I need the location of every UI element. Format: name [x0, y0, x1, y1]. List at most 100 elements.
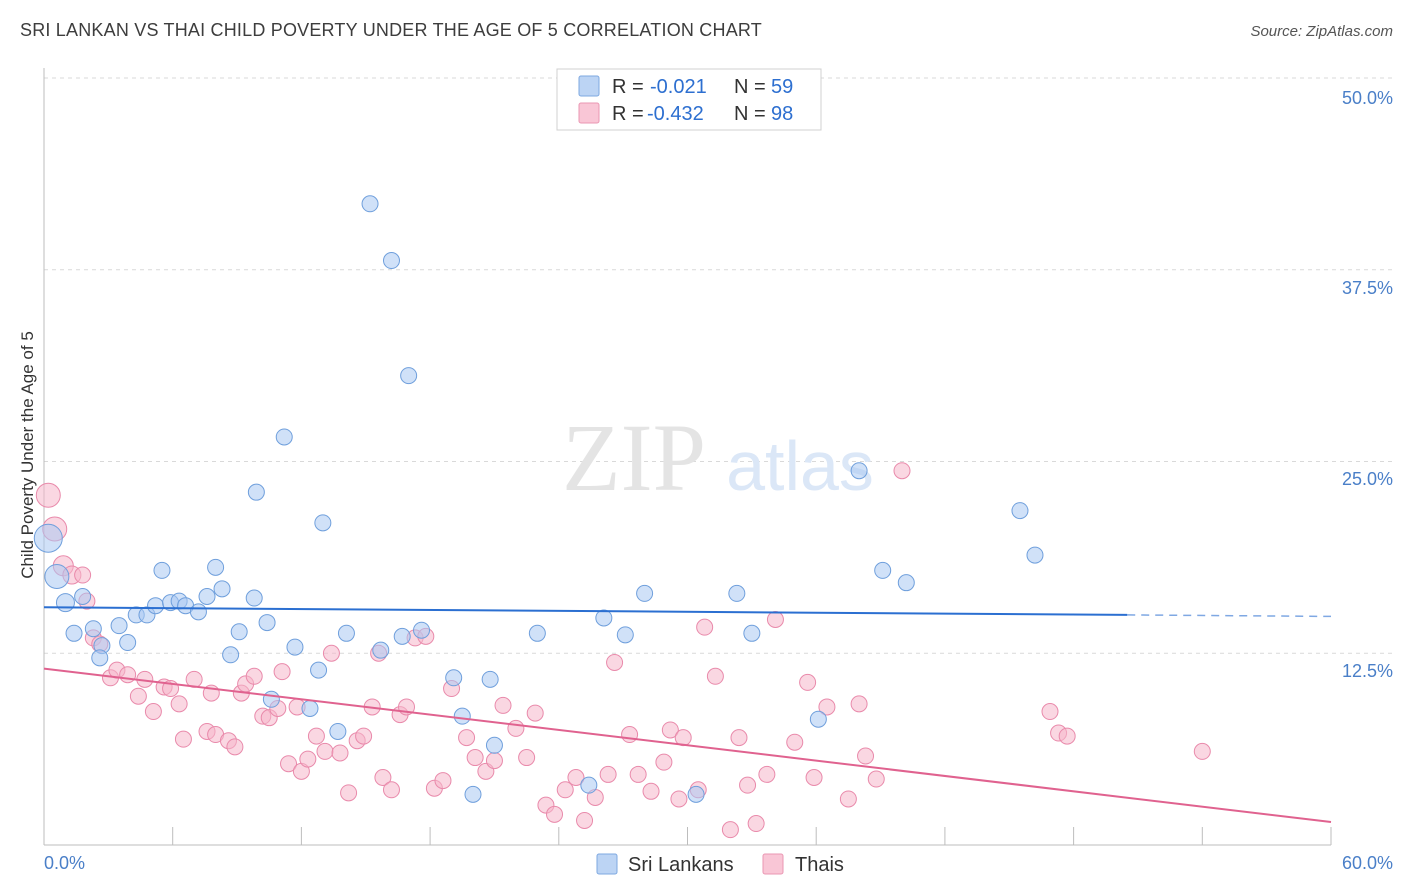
sri-lankan-point	[207, 558, 225, 576]
gridlines	[44, 77, 1393, 654]
thai-point	[458, 729, 476, 747]
sri-lankan-point	[636, 584, 654, 602]
sri-lankan-point	[91, 649, 109, 667]
legend-n-label: N =	[734, 103, 766, 125]
thai-point	[546, 805, 564, 823]
sri-lankan-point	[1026, 546, 1044, 564]
thai-point	[434, 772, 452, 790]
sri-lankan-point	[372, 641, 390, 659]
sri-lankan-point	[310, 661, 328, 679]
thai-point	[621, 726, 639, 744]
sri-lankan-point	[361, 195, 379, 213]
legend-n-sri-lankans: 59	[771, 76, 793, 98]
thai-point	[766, 611, 784, 629]
thai-point	[280, 755, 298, 773]
trend-line-sri-lankans	[43, 606, 1128, 616]
thai-point	[839, 790, 857, 808]
thai-point	[355, 727, 373, 745]
legend-r-label: R =	[612, 76, 644, 98]
thai-point	[466, 749, 484, 767]
sri-lankan-point	[337, 624, 355, 642]
sri-lankan-point	[382, 252, 400, 270]
sri-lankan-point	[198, 587, 216, 605]
legend-n-thais: 98	[771, 103, 793, 125]
y-axis-label: Child Poverty Under the Age of 5	[18, 331, 37, 579]
sri-lankan-point	[147, 597, 165, 615]
watermark-zip: ZIP	[562, 404, 706, 511]
sri-lankan-point	[400, 367, 418, 385]
thai-point	[706, 667, 724, 685]
trend-lines	[43, 606, 1332, 823]
legend-box	[556, 68, 822, 131]
sri-lankan-point	[153, 561, 171, 579]
thai-point	[374, 769, 392, 787]
sri-lankan-point	[262, 690, 280, 708]
thai-point	[316, 742, 334, 760]
legend-swatch-thais	[578, 102, 600, 124]
thai-point	[850, 695, 868, 713]
series-legend: Sri Lankans Thais	[596, 853, 844, 876]
sri-lankan-point	[55, 593, 75, 613]
legend-n-label: N =	[734, 76, 766, 98]
thai-point	[556, 781, 574, 799]
thai-point	[786, 733, 804, 751]
thai-point	[74, 566, 92, 584]
correlation-legend: R = -0.021 N = 59 R = -0.432 N = 98	[556, 68, 822, 131]
sri-lankan-point	[230, 623, 248, 641]
sri-lankan-point	[301, 699, 319, 717]
sri-lankan-point	[453, 707, 471, 725]
thai-point	[322, 644, 340, 662]
x-tick-label-max: 60.0%	[1342, 853, 1393, 873]
thai-point	[507, 719, 525, 737]
watermark: ZIP atlas	[562, 404, 874, 511]
sri-lankans-points	[33, 195, 1044, 803]
source-label: Source: ZipAtlas.com	[1250, 23, 1393, 40]
sri-lankan-point	[728, 584, 746, 602]
thai-point	[642, 782, 660, 800]
sri-lankan-point	[874, 561, 892, 579]
thai-point	[518, 749, 536, 767]
sri-lankan-point	[616, 626, 634, 644]
thai-point	[245, 667, 263, 685]
sri-lankan-point	[743, 624, 761, 642]
sri-lankan-point	[809, 710, 827, 728]
thais-points	[35, 462, 1211, 839]
thai-point	[226, 738, 244, 756]
thai-point	[144, 703, 162, 721]
thai-point	[739, 776, 757, 794]
series-legend-swatch-thais	[762, 853, 784, 875]
thai-point	[299, 750, 317, 768]
x-tick-labels: 0.0% 60.0%	[44, 853, 1393, 873]
sri-lankan-point	[286, 638, 304, 656]
sri-lankan-point	[329, 722, 347, 740]
thai-point	[331, 744, 349, 762]
series-legend-swatch-sri-lankans	[596, 853, 618, 875]
thai-point	[857, 747, 875, 765]
legend-r-sri-lankans: -0.021	[650, 76, 707, 98]
thai-point	[273, 663, 291, 681]
thai-point	[629, 765, 647, 783]
trend-line-sri-lankans-extension	[1127, 614, 1332, 618]
thai-point	[758, 765, 776, 783]
sri-lankan-point	[33, 523, 63, 553]
y-tick-label: 37.5%	[1342, 278, 1393, 298]
y-tick-label: 50.0%	[1342, 88, 1393, 108]
thai-point	[576, 811, 594, 829]
watermark-atlas: atlas	[726, 427, 874, 505]
sri-lankan-point	[314, 514, 332, 532]
axes	[43, 68, 1332, 846]
y-tick-label: 25.0%	[1342, 469, 1393, 489]
sri-lankan-point	[580, 776, 598, 794]
thai-point	[867, 770, 885, 788]
thai-point	[696, 618, 714, 636]
sri-lankan-point	[1011, 502, 1029, 520]
sri-lankan-point	[258, 614, 276, 632]
thai-point	[661, 721, 679, 739]
thai-point	[382, 781, 400, 799]
thai-point	[1193, 742, 1211, 760]
sri-lankan-point	[247, 483, 265, 501]
thai-point	[485, 752, 503, 770]
legend-r-thais: -0.432	[647, 103, 704, 125]
sri-lankan-point	[44, 564, 70, 590]
